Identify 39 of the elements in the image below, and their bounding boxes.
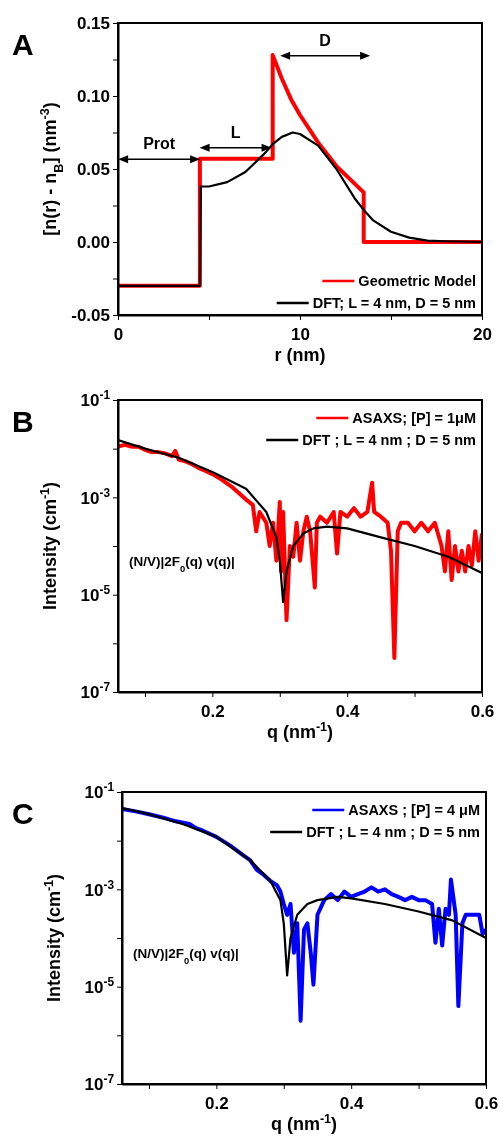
- legend-label: DFT ; L = 4 nm ; D = 5 nm: [302, 432, 476, 449]
- x-tick-label: 10: [291, 325, 310, 344]
- x-tick-label: 0.4: [335, 702, 361, 721]
- legend-label: DFT ; L = 4 nm ; D = 5 nm: [306, 824, 480, 841]
- y-tick-label: 10$^{-3}$: [80, 485, 111, 508]
- text: 0.00: [76, 233, 110, 253]
- x-axis-title: r (nm): [274, 345, 326, 365]
- annotation: (N/V)|2F$_{0}$(q) v(q)|: [132, 946, 239, 966]
- annotation: L: [230, 123, 241, 141]
- y-tick-label: 10$^{-3}$: [84, 877, 115, 900]
- y-tick-label: 10$^{-5}$: [80, 583, 111, 606]
- legend-label: ASAXS; [P] = 1μM: [352, 410, 476, 427]
- y-tick-label: 0.05: [76, 160, 110, 180]
- x-tick-label: 0.2: [201, 702, 225, 721]
- legend-label: DFT; L = 4 nm, D = 5 nm: [312, 295, 476, 312]
- y-tick-label: 10$^{-5}$: [84, 975, 115, 998]
- y-tick-label: 10$^{-1}$: [80, 388, 111, 411]
- y-tick-label: 0.15: [76, 14, 110, 34]
- x-tick-label: 0.6: [474, 1094, 499, 1113]
- text: 0.10: [76, 87, 110, 107]
- x-tick-label: 0.6: [470, 702, 495, 721]
- x-tick-label: 20: [473, 325, 492, 344]
- chart-title: A: [12, 28, 34, 61]
- annotation: (N/V)|2F$_{0}$(q) v(q)|: [128, 554, 235, 574]
- legend-label: Geometric Model: [358, 273, 476, 290]
- x-tick-label: 0.2: [205, 1094, 229, 1113]
- y-tick-label: 10$^{-7}$: [80, 680, 111, 703]
- x-tick-label: 0.4: [339, 1094, 365, 1113]
- x-axis-title: q (nm$^{-1}$): [270, 1112, 338, 1134]
- x-axis-title: q (nm$^{-1}$): [266, 720, 334, 742]
- annotation: Prot: [143, 135, 176, 153]
- annotation: D: [319, 31, 331, 49]
- chart-title: B: [12, 405, 34, 438]
- y-tick-label: 10$^{-1}$: [84, 780, 115, 803]
- chart-title: C: [12, 797, 34, 830]
- x-tick-label: 0: [113, 325, 124, 344]
- y-tick-label: 10$^{-7}$: [84, 1072, 115, 1095]
- y-tick-label: -0.05: [71, 306, 110, 326]
- legend-label: ASAXS ; [P] = 4 μM: [348, 802, 480, 819]
